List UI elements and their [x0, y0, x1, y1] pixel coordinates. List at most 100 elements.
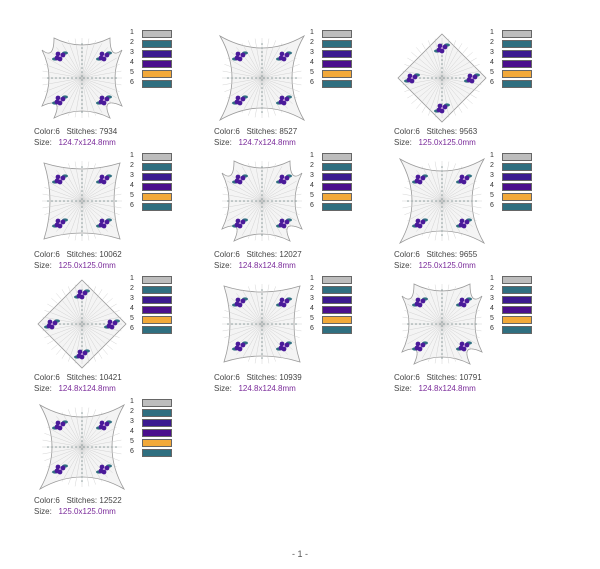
- stitches-label: Stitches:: [426, 373, 458, 382]
- color-swatch: [142, 399, 172, 407]
- color-number: 2: [310, 39, 314, 46]
- color-number: 2: [310, 285, 314, 292]
- color-swatch: [502, 60, 532, 68]
- color-swatch-row: 6: [490, 325, 570, 336]
- stitches-label: Stitches:: [426, 250, 458, 259]
- color-number: 2: [130, 408, 134, 415]
- stitches-label: Stitches:: [246, 127, 278, 136]
- stats-line: Color:6 Stitches: 10939: [214, 372, 302, 383]
- color-swatch: [142, 286, 172, 294]
- stats-line: Color:6 Stitches: 9655: [394, 249, 477, 260]
- stitch-count: 12027: [279, 250, 302, 259]
- color-swatch: [322, 153, 352, 161]
- design-info: Color:6 Stitches: 10939 Size: 124.8x124.8…: [214, 372, 302, 394]
- color-swatch: [322, 203, 352, 211]
- color-swatch-row: 1: [490, 275, 570, 286]
- color-swatch-row: 5: [310, 192, 390, 203]
- color-number: 1: [130, 29, 134, 36]
- color-number: 5: [130, 438, 134, 445]
- design-info: Color:6 Stitches: 9563 Size: 125.0x125.0m…: [394, 126, 477, 148]
- color-label: Color:: [214, 127, 236, 136]
- color-swatch: [142, 60, 172, 68]
- size-line: Size: 125.0x125.0mm: [394, 260, 477, 271]
- color-swatch: [322, 306, 352, 314]
- color-swatch: [322, 173, 352, 181]
- design-size: 125.0x125.0mm: [58, 507, 116, 516]
- color-swatch-row: 4: [490, 182, 570, 193]
- size-label: Size:: [34, 138, 52, 147]
- stats-line: Color:6 Stitches: 8527: [214, 126, 297, 137]
- color-swatch-row: 6: [310, 325, 390, 336]
- color-number: 5: [130, 192, 134, 199]
- color-swatch-row: 6: [310, 202, 390, 213]
- color-swatch-row: 2: [130, 285, 210, 296]
- color-swatch-row: 1: [130, 152, 210, 163]
- color-swatch-row: 4: [130, 305, 210, 316]
- color-swatch-row: 6: [130, 79, 210, 90]
- design-size: 124.7x124.8mm: [238, 138, 296, 147]
- color-number: 4: [310, 59, 314, 66]
- embroidery-thumbnail: [398, 157, 486, 245]
- color-swatch: [502, 183, 532, 191]
- stitches-label: Stitches:: [426, 127, 458, 136]
- color-number: 4: [130, 428, 134, 435]
- size-line: Size: 125.0x125.0mm: [34, 260, 122, 271]
- size-line: Size: 124.8x124.8mm: [214, 383, 302, 394]
- color-swatch-row: 4: [310, 182, 390, 193]
- color-swatch: [322, 183, 352, 191]
- design-info: Color:6 Stitches: 12027 Size: 124.8x124.8…: [214, 249, 302, 271]
- color-swatch: [142, 163, 172, 171]
- color-swatch-row: 3: [310, 172, 390, 183]
- color-swatch: [322, 60, 352, 68]
- color-number: 3: [490, 49, 494, 56]
- embroidery-thumbnail: [41, 37, 123, 119]
- color-number: 6: [310, 79, 314, 86]
- color-swatch-row: 4: [490, 59, 570, 70]
- color-swatch: [142, 50, 172, 58]
- color-number: 4: [310, 182, 314, 189]
- color-swatch: [502, 306, 532, 314]
- size-label: Size:: [214, 138, 232, 147]
- color-number: 1: [130, 275, 134, 282]
- color-number: 6: [490, 325, 494, 332]
- color-swatch-row: 1: [310, 29, 390, 40]
- embroidery-thumbnail: [218, 34, 306, 122]
- color-number: 4: [490, 305, 494, 312]
- size-label: Size:: [34, 261, 52, 270]
- color-swatch-list: 1 2 3 4 5 6: [310, 29, 390, 90]
- color-number: 6: [130, 202, 134, 209]
- color-label: Color:: [34, 127, 56, 136]
- size-line: Size: 125.0x125.0mm: [34, 506, 122, 517]
- color-count: 6: [235, 250, 240, 259]
- size-label: Size:: [34, 507, 52, 516]
- color-swatch-row: 3: [310, 49, 390, 60]
- color-swatch: [142, 80, 172, 88]
- color-swatch-row: 6: [490, 202, 570, 213]
- design-info: Color:6 Stitches: 10791 Size: 124.8x124.8…: [394, 372, 482, 394]
- color-swatch: [502, 276, 532, 284]
- color-swatch-list: 1 2 3 4 5 6: [310, 152, 390, 213]
- color-swatch-row: 4: [310, 305, 390, 316]
- color-number: 6: [490, 79, 494, 86]
- color-number: 6: [130, 325, 134, 332]
- color-swatch-row: 2: [490, 285, 570, 296]
- size-label: Size:: [214, 261, 232, 270]
- color-number: 5: [310, 192, 314, 199]
- color-swatch-row: 5: [130, 438, 210, 449]
- size-line: Size: 124.7x124.8mm: [34, 137, 117, 148]
- stitch-count: 10421: [99, 373, 122, 382]
- color-number: 5: [310, 69, 314, 76]
- color-number: 2: [490, 285, 494, 292]
- size-line: Size: 124.8x124.8mm: [394, 383, 482, 394]
- color-number: 3: [490, 172, 494, 179]
- embroidery-thumbnail: [222, 284, 302, 364]
- color-count: 6: [415, 373, 420, 382]
- stitch-count: 7934: [99, 127, 118, 136]
- color-swatch-row: 5: [310, 315, 390, 326]
- size-label: Size:: [394, 138, 412, 147]
- color-swatch-row: 3: [130, 172, 210, 183]
